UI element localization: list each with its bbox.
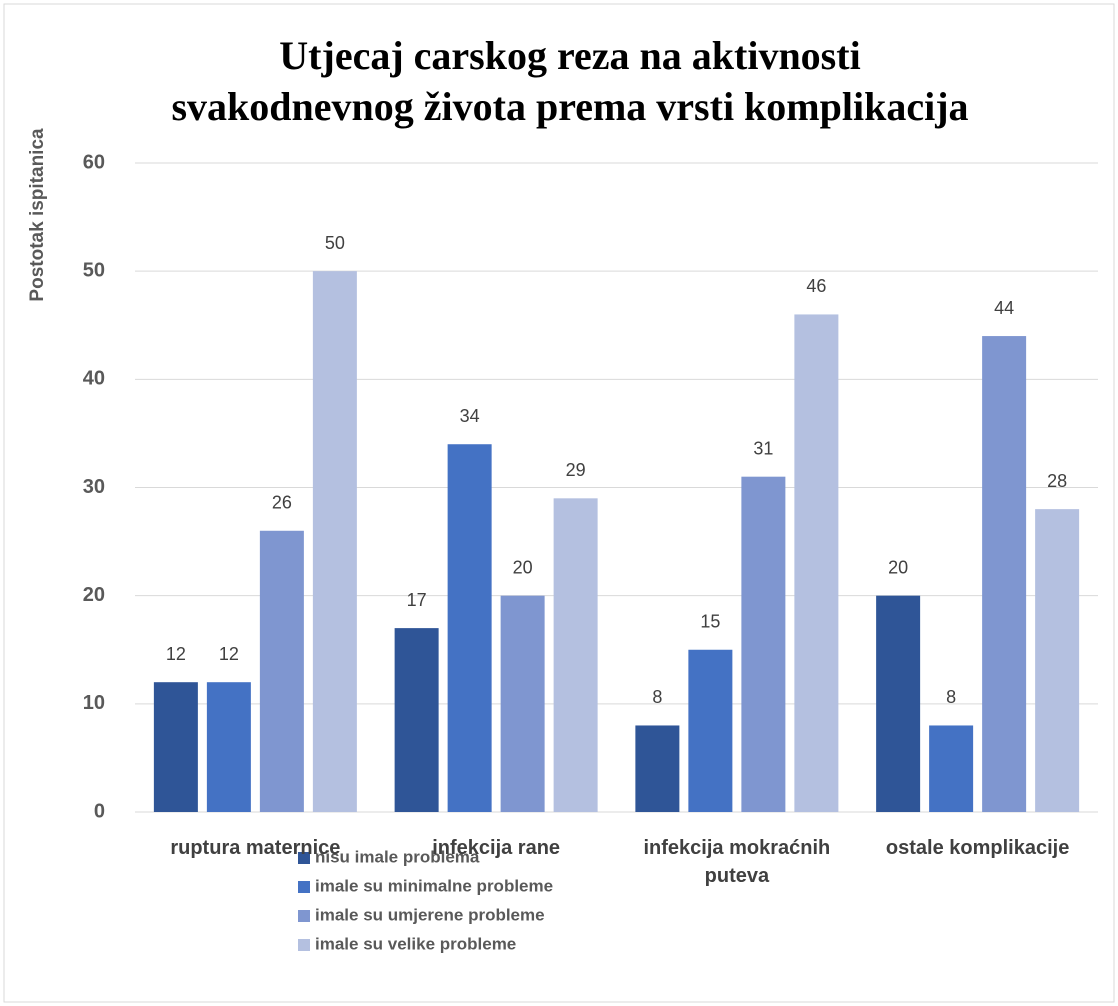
legend-label: imale su velike probleme [315,934,516,953]
data-label: 17 [407,590,427,610]
legend-swatch [298,852,310,864]
chart-border [3,3,1115,1003]
data-label: 34 [460,406,480,426]
bar [153,682,198,812]
bar [553,498,598,812]
data-label: 44 [994,298,1014,318]
data-label: 8 [652,687,662,707]
bar [635,725,680,812]
data-label: 28 [1047,471,1067,491]
x-tick-label: ruptura maternice [170,837,341,859]
bar [929,725,974,812]
data-label: 20 [888,557,908,577]
y-tick-label: 60 [83,151,105,173]
data-label: 12 [219,644,239,664]
legend-label: imale su umjerene probleme [315,905,545,924]
x-tick-label: infekcija rane [432,837,561,859]
bar [794,314,839,812]
bar [206,682,251,812]
data-label: 20 [513,557,533,577]
legend-label: nisu imale problema [315,847,480,866]
y-tick-label: 40 [83,368,105,390]
y-tick-label: 50 [83,259,105,281]
bar [312,271,357,813]
bar [982,336,1027,812]
legend-swatch [298,939,310,951]
legend-label: imale su minimalne probleme [315,876,553,895]
bar [259,530,304,812]
bar [447,444,492,812]
data-label: 29 [566,460,586,480]
bar [688,649,733,812]
bar [876,595,921,812]
bar [1035,509,1080,812]
bar [500,595,545,812]
data-label: 50 [325,233,345,253]
y-tick-label: 10 [83,692,105,714]
data-label: 12 [166,644,186,664]
legend-swatch [298,881,310,893]
y-tick-label: 30 [83,476,105,498]
chart-title: svakodnevnog života prema vrsti komplika… [171,84,968,129]
y-axis-label: Postotak ispitanica [27,128,48,302]
data-label: 46 [806,276,826,296]
x-tick-label: infekcija mokraćnih puteva [643,837,831,887]
y-tick-label: 20 [83,584,105,606]
bar [741,476,786,812]
bar [394,628,439,812]
x-tick-label: ostale komplikacije [885,837,1070,859]
data-label: 15 [700,612,720,632]
legend-swatch [298,910,310,922]
y-tick-label: 0 [94,800,105,822]
data-label: 8 [946,687,956,707]
data-label: 31 [753,438,773,458]
chart-title: Utjecaj carskog reza na aktivnosti [279,33,860,78]
data-label: 26 [272,493,292,513]
